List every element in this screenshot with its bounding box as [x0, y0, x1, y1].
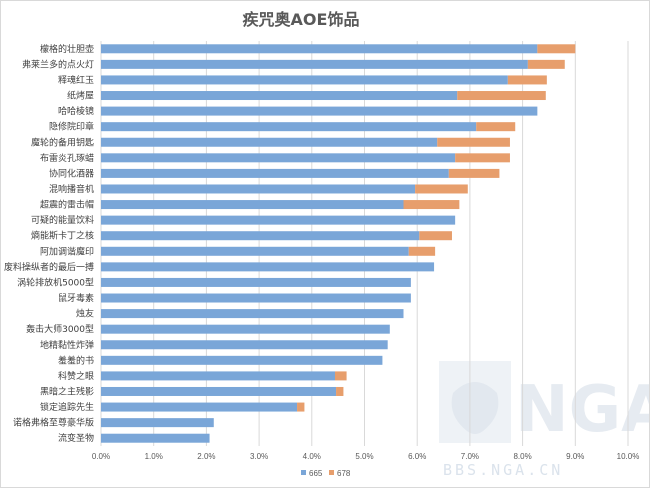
category-label: 檬格的壮胆壶: [40, 43, 94, 55]
x-tick-label: 2.0%: [197, 452, 215, 461]
legend-label: 665: [309, 469, 323, 478]
category-label: 纸烤屋: [67, 90, 94, 102]
category-label: 混响播音机: [49, 183, 94, 195]
legend-swatch: [301, 470, 306, 475]
bar-segment-665: [101, 418, 214, 428]
watermark-url: BBS.NGA.CN: [443, 461, 563, 479]
category-label: 布雷炎孔琢蜡: [40, 152, 94, 164]
x-tick-label: 9.0%: [566, 452, 584, 461]
bars: [101, 44, 576, 443]
category-label: 哈哈棱镜: [58, 105, 94, 117]
category-label: 锁定追踪先生: [40, 401, 94, 413]
category-label: 释魂红玉: [58, 74, 94, 86]
category-label: 科赞之眼: [58, 370, 94, 382]
category-label: 隐修院印章: [49, 121, 94, 133]
bar-segment-665: [101, 215, 456, 225]
x-tick-label: 7.0%: [461, 452, 479, 461]
x-tick-label: 3.0%: [250, 452, 268, 461]
category-label: 熵能斯卡丁之核: [31, 230, 94, 242]
category-label: 羞羞的书: [58, 354, 94, 366]
bar-segment-665: [101, 200, 404, 210]
category-label: 鼠牙毒素: [58, 292, 94, 304]
x-tick-label: 10.0%: [617, 452, 640, 461]
bar-segment-665: [101, 262, 435, 272]
x-tick-label: 8.0%: [513, 452, 531, 461]
bar-segment-678: [448, 168, 500, 178]
category-label: 魔轮的备用钥匙: [31, 136, 94, 148]
category-label: 流变圣物: [58, 432, 94, 444]
category-labels: 檬格的壮胆壶弗莱兰多的点火灯释魂红玉纸烤屋哈哈棱镜隐修院印章魔轮的备用钥匙布雷炎…: [4, 43, 94, 444]
x-tick-label: 1.0%: [145, 452, 163, 461]
bar-segment-665: [101, 309, 404, 319]
bar-segment-665: [101, 386, 337, 396]
bar-segment-678: [476, 122, 516, 132]
bar-segment-665: [101, 433, 210, 443]
bar-segment-665: [101, 153, 456, 163]
bar-segment-665: [101, 168, 449, 178]
bar-segment-678: [527, 59, 565, 69]
watermark-logo-icon: [439, 361, 511, 443]
category-label: 地精黏性炸弹: [40, 339, 94, 351]
bar-segment-665: [101, 44, 538, 54]
x-tick-label: 0.0%: [92, 452, 110, 461]
bar-segment-678: [437, 137, 510, 147]
bar-segment-665: [101, 75, 508, 85]
bar-segment-665: [101, 106, 538, 116]
bar-segment-665: [101, 59, 528, 69]
bar-segment-665: [101, 293, 411, 303]
bar-segment-678: [419, 231, 452, 241]
bar-segment-665: [101, 137, 438, 147]
category-label: 废料操纵者的最后一搏: [4, 261, 94, 273]
bar-segment-665: [101, 371, 335, 381]
bar-segment-665: [101, 246, 409, 256]
bar-segment-665: [101, 402, 298, 412]
bar-segment-665: [101, 340, 388, 350]
bar-segment-665: [101, 324, 390, 334]
category-label: 阿加调谐魔印: [40, 245, 94, 257]
x-tick-label: 5.0%: [355, 452, 373, 461]
category-label: 黑暗之主残影: [40, 385, 94, 397]
category-label: 轰击大师3000型: [26, 323, 94, 335]
legend-label: 678: [337, 469, 351, 478]
category-label: 烛友: [76, 308, 94, 320]
bar-segment-678: [455, 153, 510, 163]
category-label: 涡轮排放机5000型: [17, 276, 94, 288]
legend-swatch: [329, 470, 334, 475]
bar-segment-678: [415, 184, 468, 194]
bar-segment-665: [101, 355, 383, 365]
watermark: NGA BBS.NGA.CN: [439, 361, 649, 479]
category-label: 超震的雷击帽: [40, 199, 94, 211]
bar-segment-678: [408, 246, 436, 256]
bar-segment-665: [101, 277, 411, 287]
x-tick-labels: 0.0% 1.0% 2.0% 3.0% 4.0% 5.0% 6.0% 7.0% 8.0% 9.0%…: [92, 452, 639, 461]
bar-segment-665: [101, 122, 477, 132]
bar-segment-678: [334, 371, 347, 381]
bar-segment-678: [336, 386, 344, 396]
bar-segment-665: [101, 184, 416, 194]
watermark-logo-text: NGA: [515, 373, 649, 447]
x-tick-label: 6.0%: [408, 452, 426, 461]
chart-title: 疾咒奥AOE饰品: [243, 10, 360, 29]
bar-segment-678: [297, 402, 305, 412]
legend: 665 678: [301, 469, 351, 478]
bar-segment-665: [101, 231, 420, 241]
bar-segment-678: [507, 75, 547, 85]
bar-segment-678: [457, 91, 546, 101]
x-tick-label: 4.0%: [303, 452, 321, 461]
bar-segment-678: [537, 44, 576, 54]
category-label: 可疑的能量饮料: [31, 214, 94, 226]
category-label: 协同化酒器: [49, 167, 94, 179]
category-label: 弗莱兰多的点火灯: [22, 58, 94, 70]
bar-segment-678: [403, 200, 460, 210]
bar-segment-665: [101, 91, 458, 101]
category-label: 诺格弗格至尊豪华版: [13, 417, 94, 429]
